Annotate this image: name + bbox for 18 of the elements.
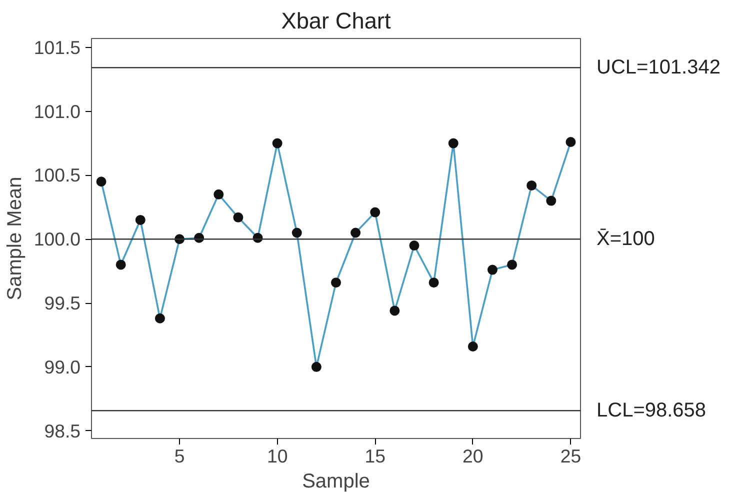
y-tick-label: 98.5 [44,420,80,442]
ref-line-label: UCL=101.342 [596,56,720,79]
y-tick-label: 100.0 [34,228,80,250]
ref-line-label: LCL=98.658 [596,400,706,422]
y-tick-label: 101.5 [34,36,80,58]
x-axis-title: Sample [302,470,370,492]
chart-title: Xbar Chart [281,8,392,34]
x-tick-label: 20 [462,446,484,466]
x-tick-label: 5 [174,446,185,466]
y-tick-label: 100.5 [34,164,80,186]
y-axis-title: Sample Mean [4,176,26,300]
ref-line-label: X̄=100 [596,228,655,250]
y-tick-label: 99.5 [44,292,80,314]
y-tick-label: 101.0 [34,100,80,122]
x-tick-label: 15 [364,446,386,466]
x-tick-label: 25 [560,446,582,466]
y-tick-label: 99.0 [44,356,80,378]
x-tick-label: 10 [266,446,288,466]
